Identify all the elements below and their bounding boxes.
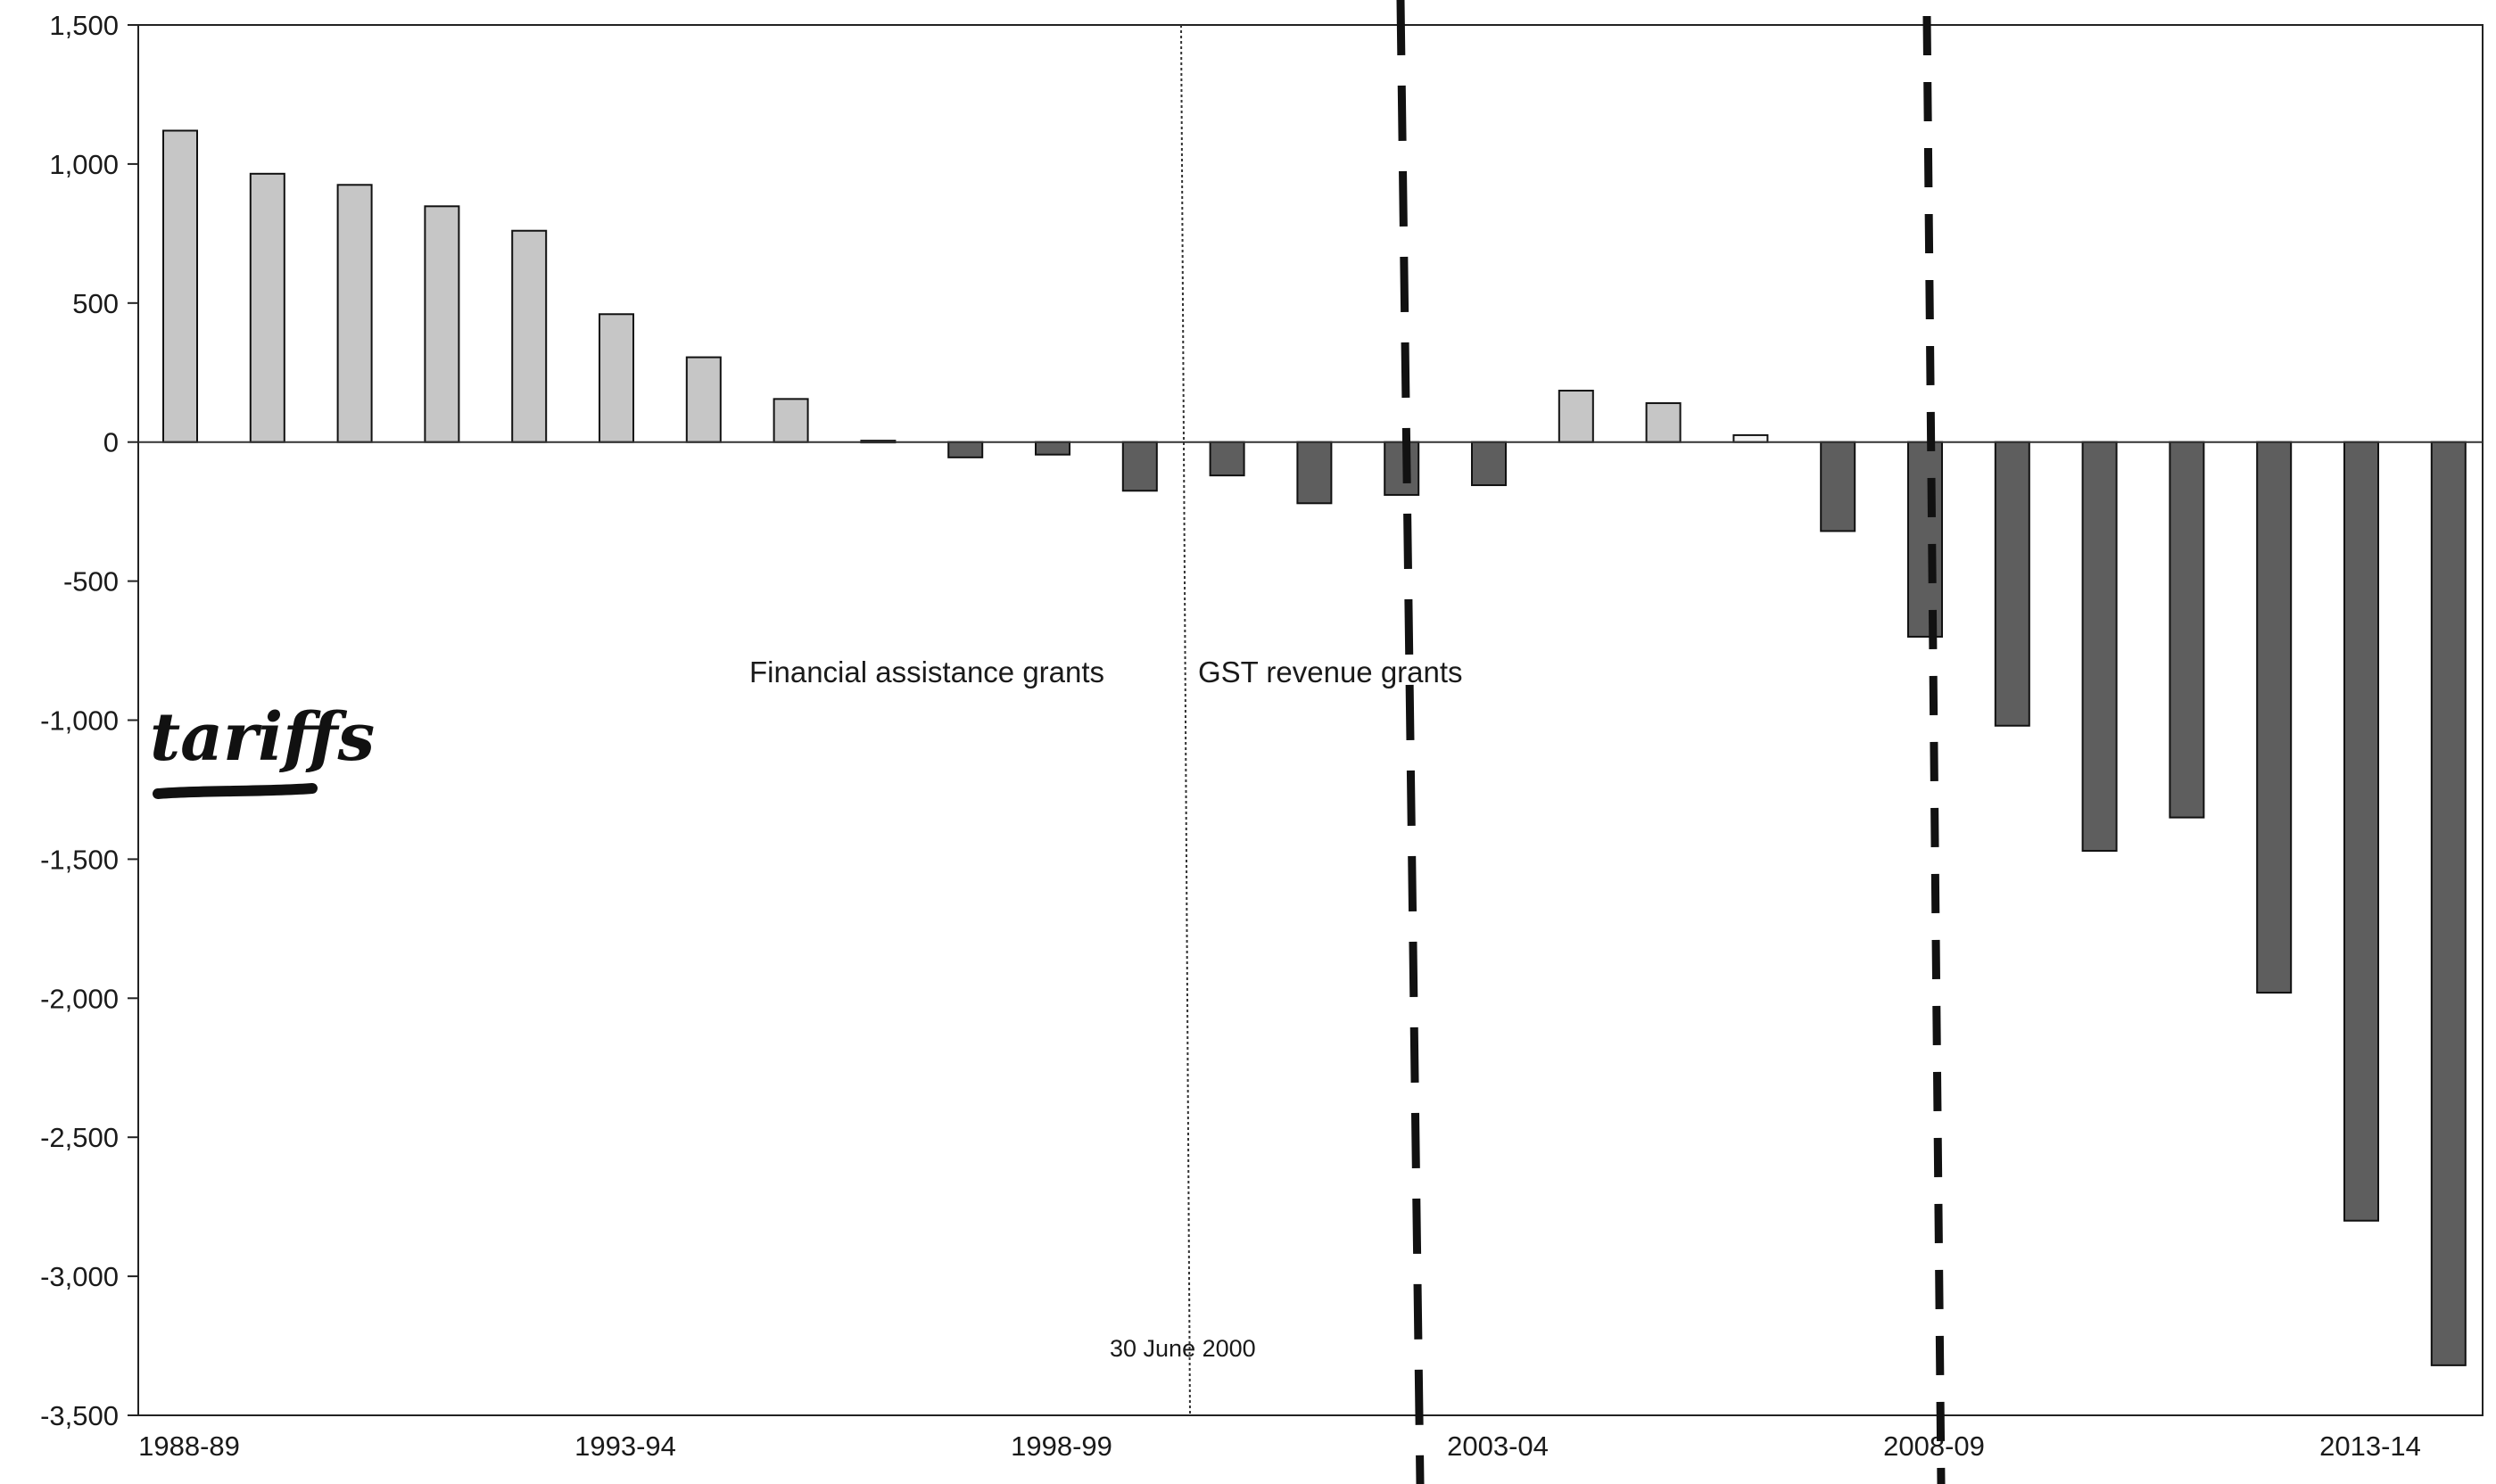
divider-line <box>1180 24 1191 1416</box>
x-tick-label: 2008-09 <box>1883 1430 1985 1462</box>
bar <box>2430 441 2467 1366</box>
y-tick-label: -500 <box>63 566 119 598</box>
dashed-marker-line-1 <box>1396 0 1425 1484</box>
bar <box>1035 441 1070 456</box>
bar <box>2256 441 2293 994</box>
bar <box>1907 441 1943 638</box>
dashed-marker-line-2 <box>1922 15 1946 1484</box>
bar <box>773 398 809 443</box>
bar <box>1820 441 1856 532</box>
bar <box>1994 441 2030 727</box>
bar <box>336 184 373 443</box>
y-axis: 1,500 1,000 500 0 -500 -1,000 -1,500 -2,000 -2,5… <box>40 10 138 1431</box>
bar <box>1296 441 1333 505</box>
bar <box>685 356 722 443</box>
x-tick-label: 2003-04 <box>1447 1430 1549 1462</box>
y-tick-label: -2,000 <box>40 983 119 1014</box>
right-region-label: GST revenue grants <box>1198 655 1463 688</box>
bar <box>1558 390 1594 443</box>
y-tick-label: 0 <box>103 427 119 458</box>
bar <box>1732 433 1769 443</box>
y-tick-label: 1,500 <box>49 10 119 41</box>
y-tick-label: 500 <box>72 288 119 319</box>
handwritten-underline <box>153 783 318 799</box>
bar <box>249 172 285 443</box>
bar <box>1645 402 1682 443</box>
bar <box>1384 441 1420 496</box>
y-tick-label: -2,500 <box>40 1122 119 1153</box>
bar <box>599 313 634 443</box>
x-tick-label: 1988-89 <box>138 1430 240 1462</box>
x-tick-label: 2013-14 <box>2319 1430 2421 1462</box>
bar <box>424 205 460 443</box>
bar <box>1121 441 1158 492</box>
y-tick-label: -3,500 <box>40 1400 119 1431</box>
bar <box>162 129 198 443</box>
y-tick-label: -1,000 <box>40 705 119 737</box>
x-tick-label: 1998-99 <box>1011 1430 1112 1462</box>
y-tick-label: -3,000 <box>40 1261 119 1292</box>
x-tick-label: 1993-94 <box>574 1430 676 1462</box>
bar <box>2343 441 2379 1222</box>
plot-area <box>137 24 2484 1416</box>
left-region-label: Financial assistance grants <box>749 655 1104 688</box>
handwritten-note: tariffs <box>150 699 375 776</box>
bar <box>2169 441 2205 819</box>
bar <box>511 229 548 443</box>
bar <box>1471 441 1507 487</box>
y-tick-label: -1,500 <box>40 844 119 875</box>
bar <box>1209 441 1245 477</box>
bar <box>2081 441 2118 853</box>
x-axis: 1988-89 1993-94 1998-99 2003-04 2008-09 2013-… <box>138 1430 2421 1462</box>
divider-date-label: 30 June 2000 <box>1110 1335 1256 1362</box>
y-tick-label: 1,000 <box>49 149 119 180</box>
bar <box>947 441 984 458</box>
